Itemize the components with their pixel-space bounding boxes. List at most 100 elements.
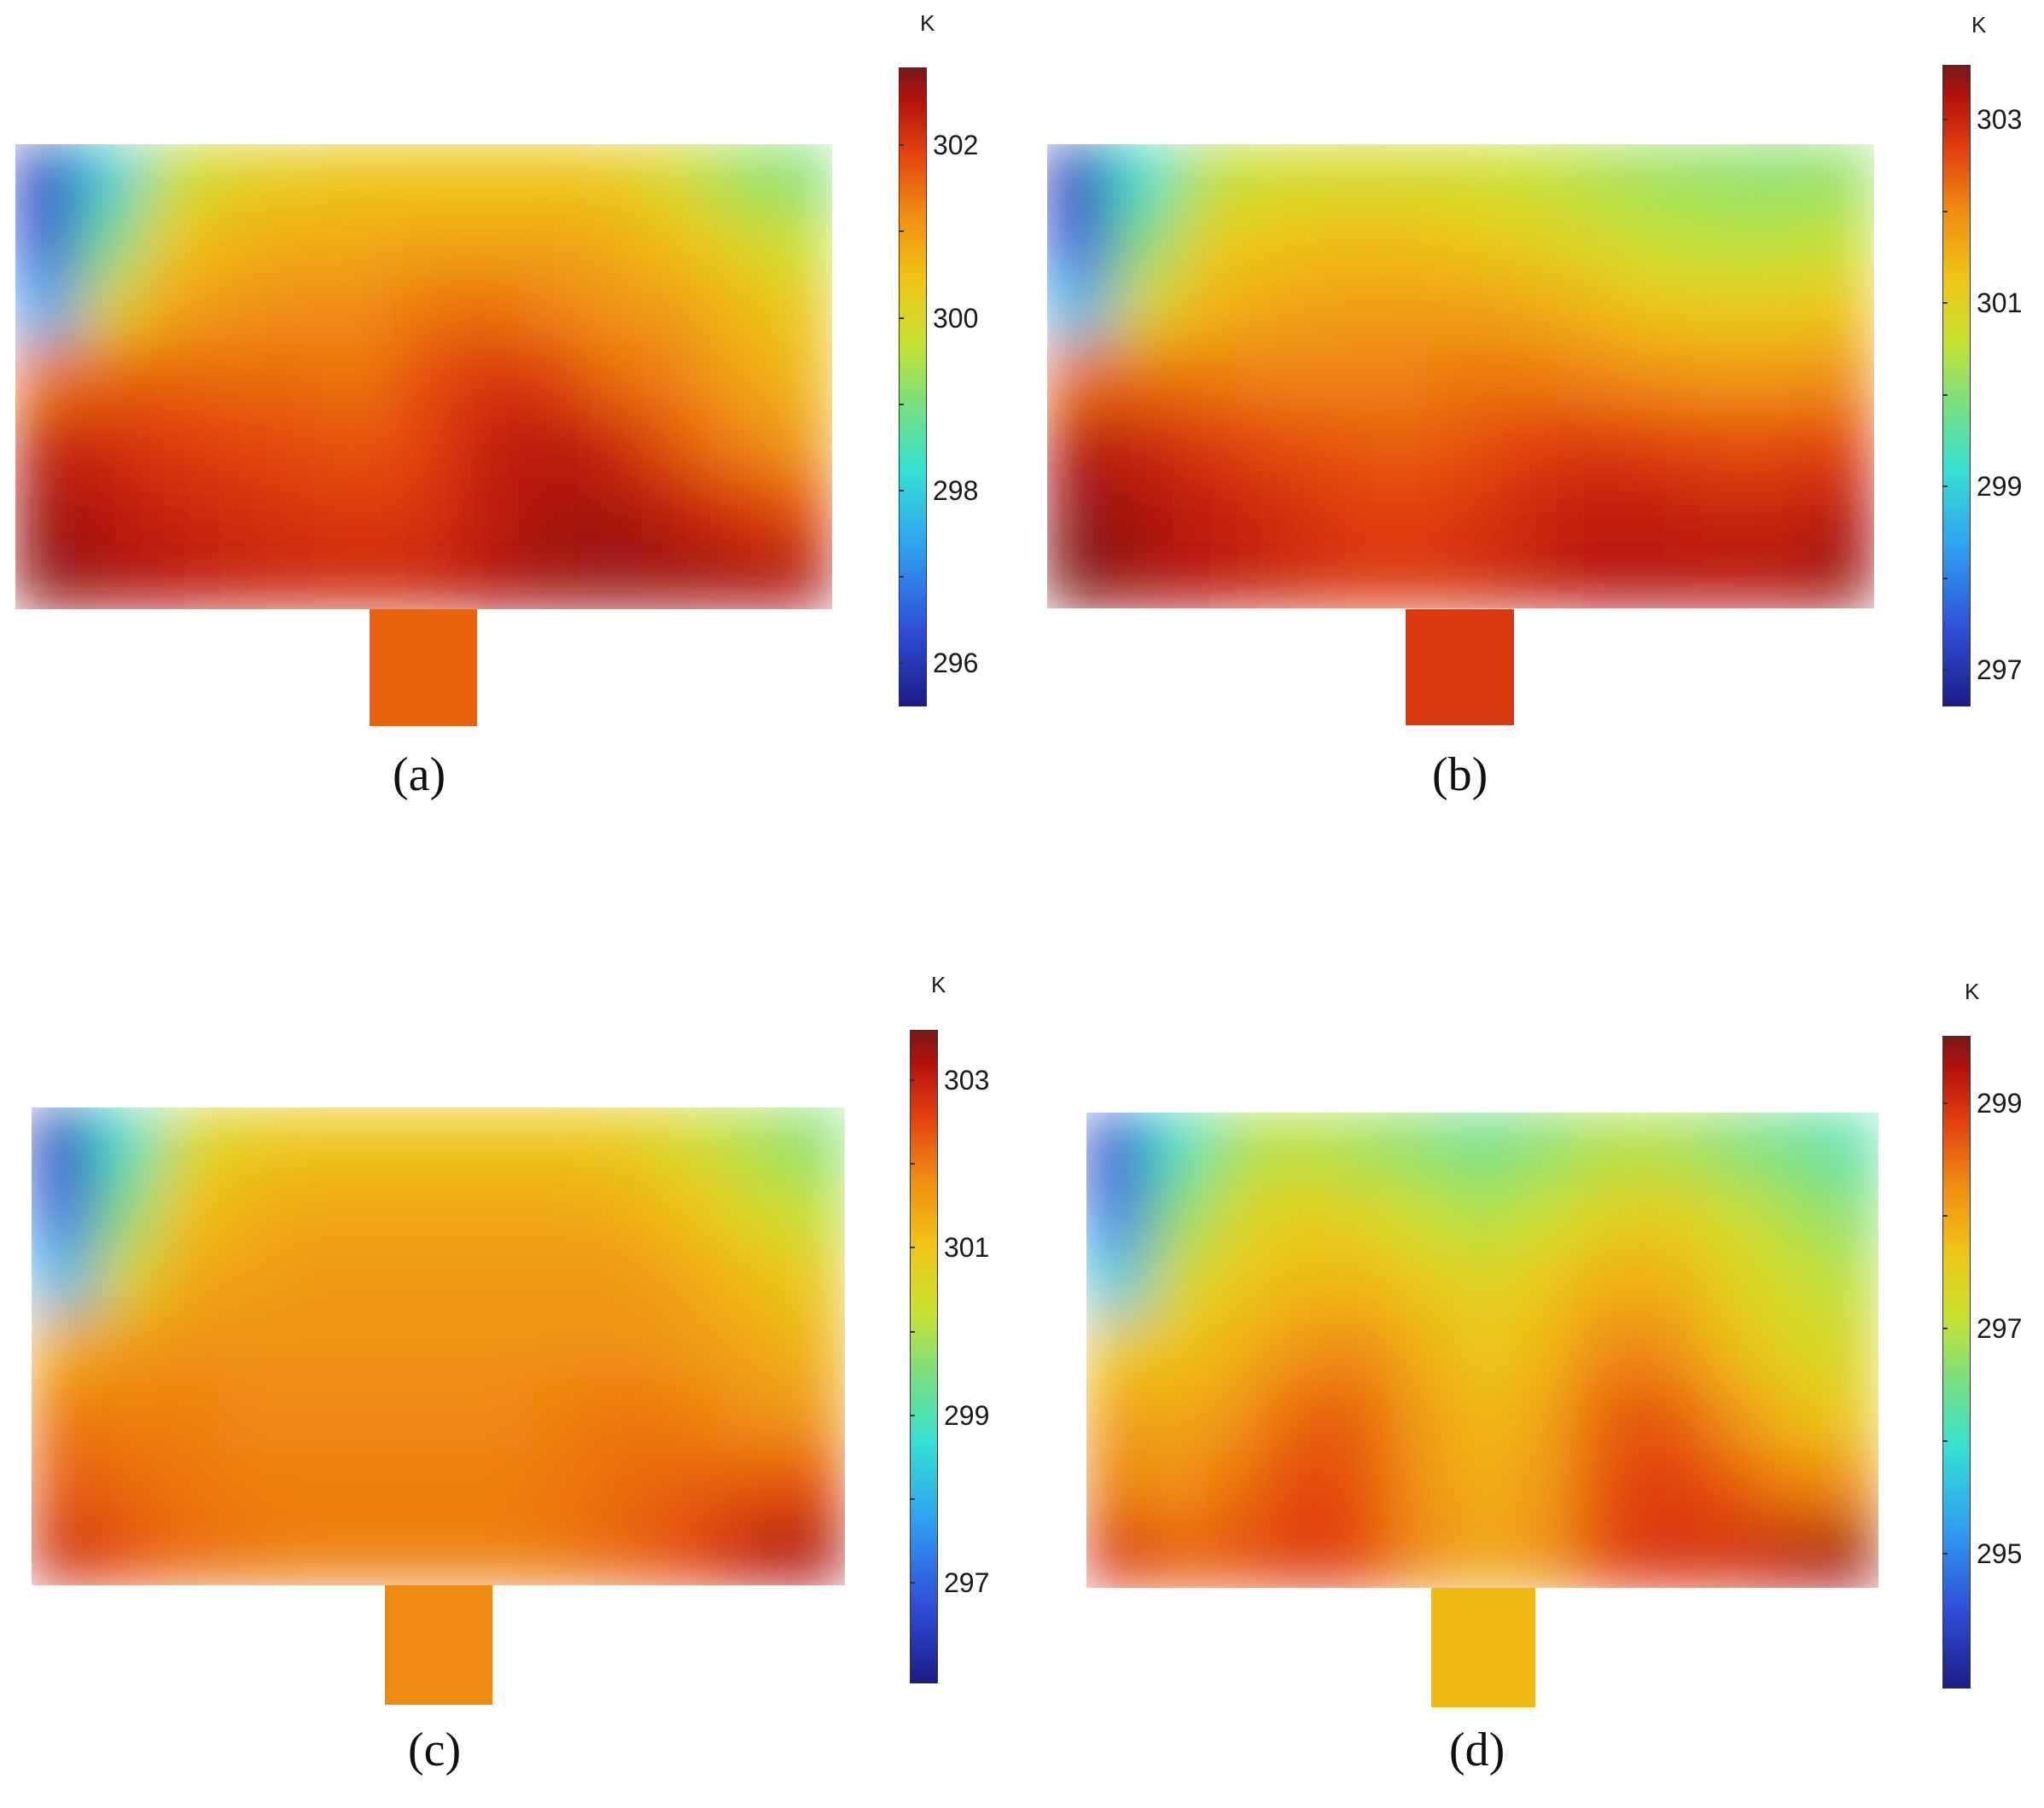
heatmap-cell — [1390, 1519, 1453, 1588]
panel-label: (b) — [1432, 748, 1488, 801]
heatmap-cell — [1146, 1451, 1209, 1520]
heatmap-cell — [32, 1243, 95, 1313]
heatmap-cell — [140, 542, 205, 609]
colorbar-tick-label: 297 — [1977, 654, 2023, 686]
heatmap-cell — [1633, 1316, 1697, 1385]
colorbar-tick — [899, 662, 904, 665]
heatmap-cell — [1365, 342, 1430, 410]
heatmap-cell — [517, 343, 582, 410]
heatmap-cell — [32, 1448, 95, 1518]
colorbar-unit: K — [1971, 12, 1987, 38]
heatmap-cell — [594, 1380, 658, 1450]
heatmap-cell — [1208, 1451, 1270, 1520]
colorbar-tick-label: 298 — [933, 474, 979, 506]
heatmap-cell — [218, 1243, 282, 1313]
heatmap-cell — [1746, 409, 1811, 477]
heatmap-cell — [1817, 1316, 1878, 1385]
heatmap-cell — [78, 343, 142, 410]
heatmap-cell — [768, 276, 832, 345]
heatmap-cell — [1809, 276, 1874, 344]
heatmap-cell — [1512, 1316, 1575, 1385]
heatmap-cell — [1451, 1316, 1514, 1385]
heatmap-cell — [1146, 1383, 1209, 1453]
heatmap-cell — [1110, 144, 1175, 212]
heatmap-cell — [706, 409, 770, 477]
heatmap-cell — [265, 343, 330, 410]
heatmap-cell — [32, 1175, 95, 1245]
heatmap-cell — [1268, 1519, 1331, 1588]
heatmap-cell — [218, 1516, 282, 1585]
heatmap-cell — [1809, 541, 1874, 608]
heatmap-cell — [1208, 1519, 1270, 1588]
heatmap-cell — [1746, 144, 1811, 212]
heatmap-cell — [15, 144, 79, 212]
heatmap-cell — [392, 276, 456, 345]
heatmap-cell — [1573, 1316, 1635, 1385]
heatmap-cell — [719, 1175, 783, 1245]
heatmap-cell — [1268, 1113, 1331, 1182]
heatmap-cell — [1086, 1180, 1148, 1249]
heatmap-cell — [1512, 1113, 1575, 1182]
heatmap-cell — [1047, 210, 1112, 277]
heatmap-cell — [580, 409, 644, 477]
heatmap-cell — [1512, 1519, 1575, 1588]
heatmap-cell — [719, 1448, 783, 1518]
colorbar-tick — [1942, 1215, 1948, 1218]
heatmap-cell — [643, 475, 708, 544]
colorbar-tick — [910, 1078, 915, 1081]
heatmap-cell — [1365, 541, 1430, 608]
heatmap-cell — [1695, 1316, 1757, 1385]
heatmap-cell — [517, 542, 582, 609]
heatmap-cell — [1146, 1316, 1209, 1385]
heatmap-cell — [1573, 1180, 1635, 1249]
heatmap-cell — [706, 475, 770, 544]
heatmap-cell — [1619, 342, 1684, 410]
heatmap-cell — [32, 1516, 95, 1585]
heatmap-cell — [782, 1107, 845, 1177]
heatmap-cell — [15, 343, 79, 410]
colorbar-tick — [910, 1247, 915, 1249]
heatmap-cell — [1110, 276, 1175, 344]
colorbar-tick — [1942, 302, 1948, 305]
colorbar-tick — [1942, 1665, 1948, 1667]
heatmap-cell — [1633, 1113, 1697, 1182]
heatmap-cell — [281, 1311, 346, 1381]
heatmap-cell — [1268, 1247, 1331, 1317]
heatmap-cell — [517, 276, 582, 345]
colorbar-unit: K — [931, 972, 946, 997]
colorbar-tick-label: 299 — [1977, 471, 2023, 503]
colorbar-tick — [1942, 1552, 1948, 1555]
heatmap-cell — [203, 409, 267, 477]
inlet-duct — [1431, 1588, 1535, 1707]
colorbar-tick-label: 299 — [1977, 1088, 2023, 1119]
heatmap-cell — [1756, 1316, 1819, 1385]
heatmap-cell — [329, 144, 393, 212]
heatmap-cell — [78, 475, 142, 544]
heatmap-cell — [1512, 1180, 1575, 1249]
heatmap-cell — [15, 276, 79, 345]
heatmap-cell — [1695, 1180, 1757, 1249]
heatmap-cell — [1573, 1383, 1635, 1453]
heatmap-cell — [1390, 1316, 1453, 1385]
heatmap-cell — [1086, 1451, 1148, 1520]
heatmap-cell — [580, 542, 644, 609]
heatmap-cell — [768, 210, 832, 278]
heatmap-cell — [1619, 409, 1684, 477]
colorbar-tick — [910, 1330, 915, 1333]
heatmap-cell — [140, 409, 205, 477]
heatmap-cell — [329, 542, 393, 609]
heatmap-cell — [1390, 1180, 1453, 1249]
colorbar-unit: K — [1965, 979, 1980, 1004]
heatmap-cell — [265, 276, 330, 345]
heatmap-cell — [1746, 541, 1811, 608]
heatmap-cell — [329, 343, 393, 410]
heatmap-cell — [1365, 475, 1430, 543]
heatmap-cell — [1301, 342, 1366, 410]
colorbar-tick-label: 297 — [944, 1567, 990, 1599]
heatmap-cell — [1365, 276, 1430, 344]
colorbar-tick — [910, 1163, 915, 1166]
heatmap-cell — [265, 542, 330, 609]
colorbar-tick — [910, 1497, 915, 1500]
heatmap-cell — [1330, 1180, 1392, 1249]
